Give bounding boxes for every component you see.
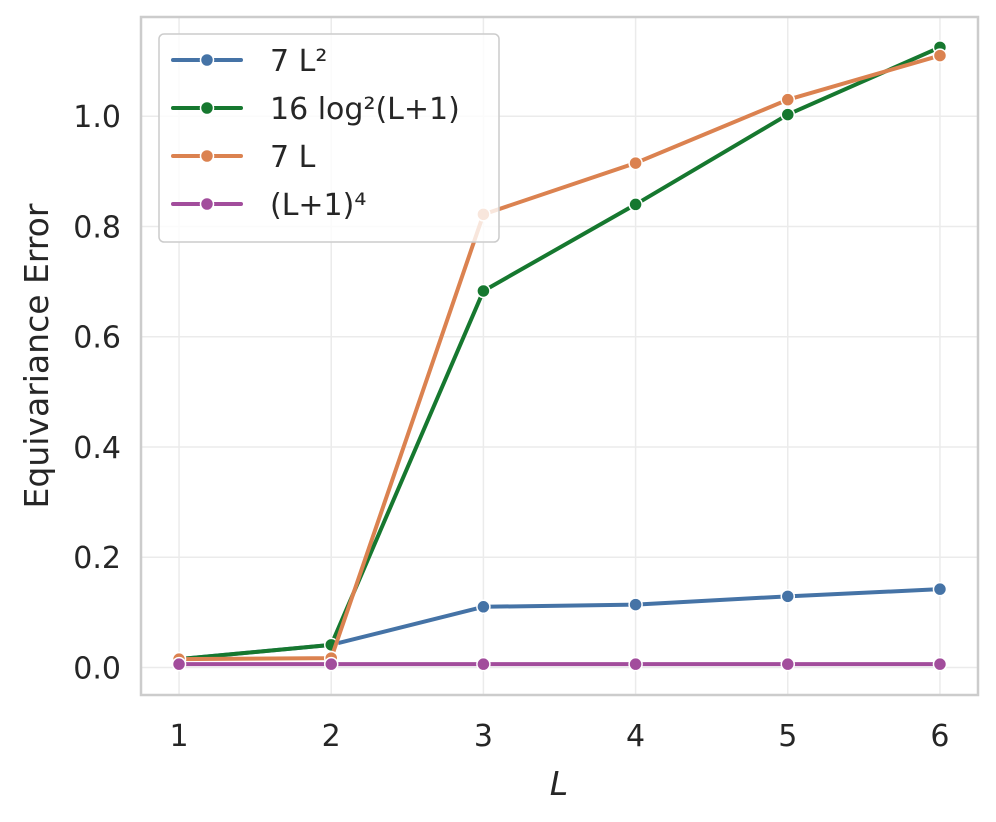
data-point	[323, 656, 339, 672]
data-point	[932, 581, 948, 597]
legend-label: 7 L²	[270, 44, 327, 79]
legend: 7 L² 16 log²(L+1) 7 L (L+1)⁴	[158, 33, 500, 243]
data-point	[171, 656, 187, 672]
series-3	[171, 656, 948, 672]
y-tick-label: 0.8	[73, 210, 121, 245]
data-point	[628, 656, 643, 672]
data-point	[780, 589, 796, 604]
legend-items: 7 L² 16 log²(L+1) 7 L (L+1)⁴	[171, 44, 460, 223]
x-tick-label: 3	[474, 719, 493, 754]
data-point	[476, 599, 491, 615]
legend-item: 7 L²	[171, 44, 327, 79]
legend-label: 16 log²(L+1)	[270, 92, 460, 127]
y-tick-label: 0.2	[73, 541, 121, 576]
x-tick-label: 6	[930, 719, 949, 754]
legend-label: (L+1)⁴	[270, 188, 366, 223]
x-tick-label: 4	[626, 719, 645, 754]
series-line	[177, 45, 942, 662]
data-point	[780, 107, 796, 122]
legend-item: (L+1)⁴	[171, 188, 366, 223]
y-tick-label: 0.6	[73, 321, 121, 356]
data-point	[476, 656, 491, 672]
legend-label: 7 L	[270, 140, 316, 175]
x-tick-label: 2	[322, 719, 341, 754]
y-axis-ticks: 0.0 0.2 0.4 0.6 0.8 1.0	[73, 100, 121, 686]
x-tick-label: 1	[169, 719, 188, 754]
data-point	[628, 597, 643, 612]
x-axis-ticks: 1 2 3 4 5 6	[169, 719, 949, 754]
x-tick-label: 5	[778, 719, 797, 754]
legend-box	[158, 33, 500, 243]
legend-item: 16 log²(L+1)	[171, 92, 460, 127]
data-point	[780, 92, 796, 107]
legend-marker	[199, 100, 215, 116]
data-point	[932, 656, 948, 672]
data-point	[628, 155, 643, 171]
data-point	[932, 48, 948, 63]
y-tick-label: 0.0	[73, 651, 121, 686]
x-axis-label: L	[550, 764, 568, 803]
data-point	[628, 197, 643, 212]
legend-item: 7 L	[171, 140, 316, 175]
y-axis-label: Equivariance Error	[17, 203, 56, 508]
data-point	[476, 283, 491, 299]
plot-frame	[139, 15, 980, 697]
legend-marker	[199, 196, 215, 212]
series-line	[177, 53, 942, 662]
legend-marker	[199, 148, 215, 164]
y-tick-label: 1.0	[73, 100, 121, 135]
legend-marker	[199, 52, 215, 68]
data-point	[780, 656, 796, 672]
y-tick-label: 0.4	[73, 431, 121, 466]
